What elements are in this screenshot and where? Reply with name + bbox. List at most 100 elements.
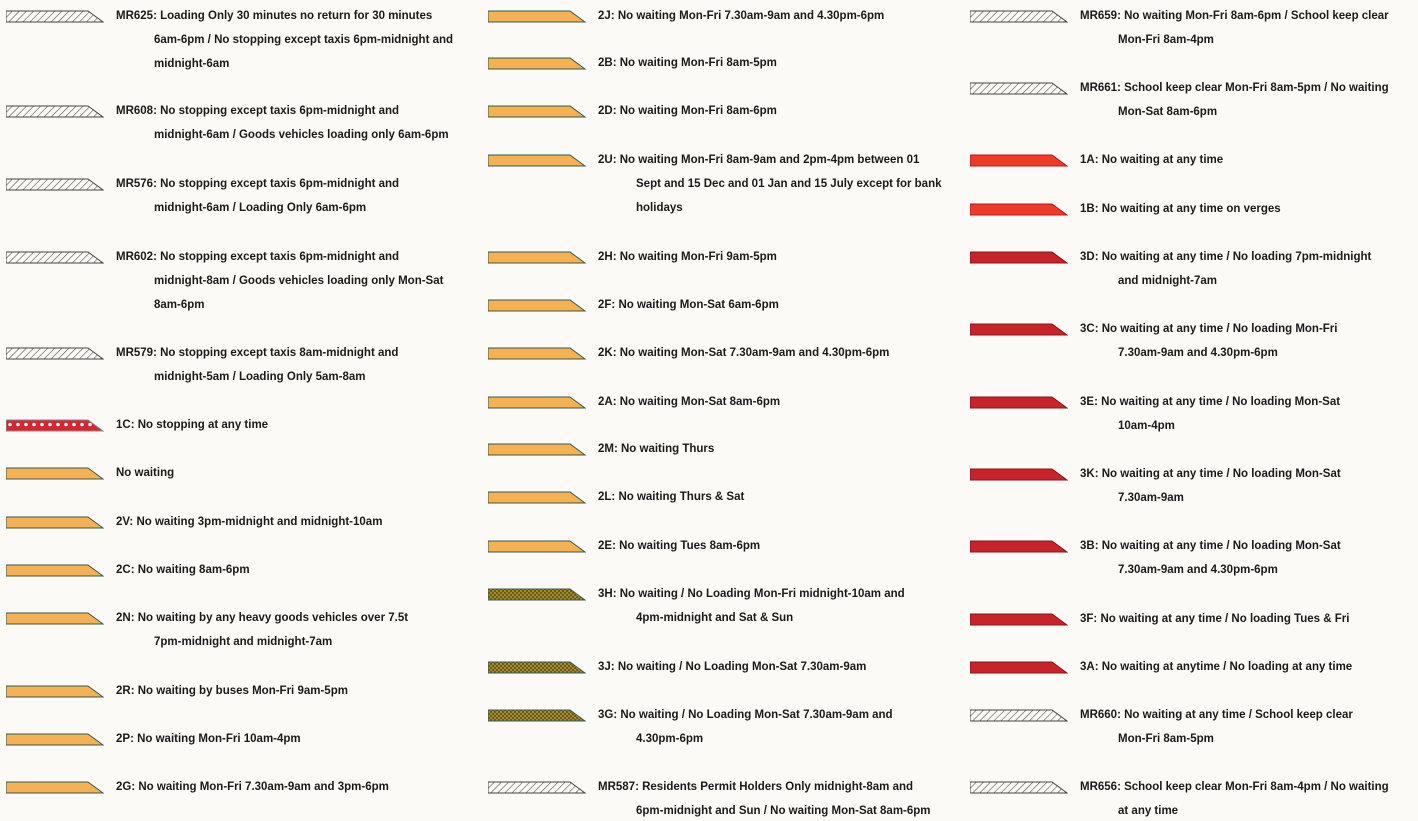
legend-entry-label: 1B: No waiting at any time on verges [1080, 203, 1281, 215]
legend-entry-label-continuation: 4pm-midnight and Sat & Sun [636, 612, 794, 624]
orange-line-swatch-icon [5, 612, 105, 628]
legend-entry-label: 2G: No waiting Mon-Fri 7.30am-9am and 3p… [116, 781, 389, 793]
dark-red-line-swatch-icon [969, 540, 1069, 556]
orange-line-swatch-icon [5, 685, 105, 701]
legend-entry-label-continuation: 7.30am-9am [1118, 492, 1184, 504]
legend-entry-label: MR625: Loading Only 30 minutes no return… [116, 10, 433, 22]
legend-entry-label: 2U: No waiting Mon-Fri 8am-9am and 2pm-4… [598, 154, 920, 166]
hatch-line-swatch-icon [5, 178, 105, 194]
orange-line-swatch-icon [487, 10, 587, 26]
legend-entry-label-continuation: Mon-Sat 8am-6pm [1118, 106, 1218, 118]
legend-entry-label-continuation: midnight-8am / Goods vehicles loading on… [154, 275, 444, 287]
red-line-swatch-icon [969, 154, 1069, 170]
legend-entry-label: 2N: No waiting by any heavy goods vehicl… [116, 612, 409, 624]
legend-entry-label: 2F: No waiting Mon-Sat 6am-6pm [598, 299, 779, 311]
legend-entry-label-continuation: midnight-6am / Goods vehicles loading on… [154, 129, 449, 141]
legend-entry-label-continuation: 6pm-midnight and Sun / No waiting Mon-Sa… [636, 805, 931, 817]
legend-entry-label: MR576: No stopping except taxis 6pm-midn… [116, 178, 400, 190]
legend-entry-label: 2L: No waiting Thurs & Sat [598, 491, 745, 503]
olive-check-line-swatch-icon [487, 588, 587, 604]
legend-entry-label-continuation: midnight-5am / Loading Only 5am-8am [154, 371, 366, 383]
dark-red-line-swatch-icon [969, 661, 1069, 677]
orange-line-swatch-icon [5, 781, 105, 797]
hatch-line-swatch-icon [5, 347, 105, 363]
hatch-line-swatch-icon [5, 10, 105, 26]
legend-entry-label: 3F: No waiting at any time / No loading … [1080, 613, 1350, 625]
orange-line-swatch-icon [487, 105, 587, 121]
legend-entry-label: 3G: No waiting / No Loading Mon-Sat 7.30… [598, 709, 893, 721]
legend-entry-label: 2A: No waiting Mon-Sat 8am-6pm [598, 396, 781, 408]
hatch-line-swatch-icon [969, 10, 1069, 26]
legend-entry-label: 2P: No waiting Mon-Fri 10am-4pm [116, 733, 301, 745]
orange-line-swatch-icon [487, 443, 587, 459]
hatch-line-swatch-icon [5, 105, 105, 121]
legend-entry-label-continuation: 7.30am-9am and 4.30pm-6pm [1118, 347, 1278, 359]
orange-line-swatch-icon [487, 251, 587, 267]
legend-entry-label-continuation: Sept and 15 Dec and 01 Jan and 15 July e… [636, 178, 942, 190]
legend-entry-label: 3A: No waiting at anytime / No loading a… [1080, 661, 1353, 673]
olive-check-line-swatch-icon [487, 661, 587, 677]
legend-entry-label-continuation: 8am-6pm [154, 299, 205, 311]
legend-entry-label: 2R: No waiting by buses Mon-Fri 9am-5pm [116, 685, 348, 697]
dark-red-line-swatch-icon [969, 396, 1069, 412]
legend-entry-label: 3B: No waiting at any time / No loading … [1080, 540, 1341, 552]
orange-line-swatch-icon [487, 299, 587, 315]
legend-entry-label-continuation: at any time [1118, 805, 1179, 817]
orange-line-swatch-icon [487, 491, 587, 507]
legend-entry-label: 3H: No waiting / No Loading Mon-Fri midn… [598, 588, 905, 600]
legend-entry-label: 2D: No waiting Mon-Fri 8am-6pm [598, 105, 777, 117]
legend-entry-label: 2K: No waiting Mon-Sat 7.30am-9am and 4.… [598, 347, 890, 359]
legend-entry-label: 3J: No waiting / No Loading Mon-Sat 7.30… [598, 661, 867, 673]
legend-entry-label-continuation: midnight-6am / Loading Only 6am-6pm [154, 202, 367, 214]
dark-red-line-swatch-icon [969, 468, 1069, 484]
legend-entry-label: MR660: No waiting at any time / School k… [1080, 709, 1353, 721]
legend-entry-label: 2J: No waiting Mon-Fri 7.30am-9am and 4.… [598, 10, 885, 22]
hatch-line-swatch-icon [969, 781, 1069, 797]
legend-entry-label: 2E: No waiting Tues 8am-6pm [598, 540, 761, 552]
olive-check-line-swatch-icon [487, 709, 587, 725]
legend-entry-label-continuation: and midnight-7am [1118, 275, 1218, 287]
legend-entry-label: 3D: No waiting at any time / No loading … [1080, 251, 1372, 263]
orange-line-swatch-icon [5, 564, 105, 580]
orange-line-swatch-icon [487, 154, 587, 170]
legend-entry-label: 2H: No waiting Mon-Fri 9am-5pm [598, 251, 777, 263]
legend-entry-label: 2C: No waiting 8am-6pm [116, 564, 250, 576]
legend-entry-label-continuation: holidays [636, 202, 683, 214]
legend-entry-label: 2V: No waiting 3pm-midnight and midnight… [116, 516, 383, 528]
legend-entry-label: 2B: No waiting Mon-Fri 8am-5pm [598, 57, 777, 69]
legend-entry-label-continuation: 10am-4pm [1118, 420, 1175, 432]
orange-line-swatch-icon [5, 733, 105, 749]
dotted-red-line-swatch-icon [5, 419, 105, 435]
legend-entry-label: MR661: School keep clear Mon-Fri 8am-5pm… [1080, 82, 1389, 94]
orange-line-swatch-icon [487, 396, 587, 412]
legend-entry-label-continuation: 6am-6pm / No stopping except taxis 6pm-m… [154, 34, 454, 46]
orange-line-swatch-icon [487, 347, 587, 363]
dark-red-line-swatch-icon [969, 251, 1069, 267]
legend-entry-label-continuation: 7.30am-9am and 4.30pm-6pm [1118, 564, 1278, 576]
legend-entry-label: No waiting [116, 467, 175, 479]
red-line-swatch-icon [969, 203, 1069, 219]
legend-entry-label-continuation: Mon-Fri 8am-5pm [1118, 733, 1214, 745]
legend-entry-label-continuation: Mon-Fri 8am-4pm [1118, 34, 1214, 46]
legend-entry-label: MR656: School keep clear Mon-Fri 8am-4pm… [1080, 781, 1389, 793]
hatch-line-swatch-icon [969, 82, 1069, 98]
legend-entry-label: 3C: No waiting at any time / No loading … [1080, 323, 1338, 335]
dark-red-line-swatch-icon [969, 613, 1069, 629]
legend-entry-label: MR579: No stopping except taxis 8am-midn… [116, 347, 399, 359]
legend-entry-label-continuation: 7pm-midnight and midnight-7am [154, 636, 333, 648]
orange-line-swatch-icon [5, 467, 105, 483]
hatch-line-swatch-icon [5, 251, 105, 267]
legend-entry-label: MR659: No waiting Mon-Fri 8am-6pm / Scho… [1080, 10, 1389, 22]
hatch-line-swatch-icon [969, 709, 1069, 725]
legend-entry-label-continuation: midnight-6am [154, 58, 230, 70]
legend-entry-label: 2M: No waiting Thurs [598, 443, 715, 455]
orange-line-swatch-icon [5, 516, 105, 532]
orange-line-swatch-icon [487, 540, 587, 556]
legend-entry-label: MR587: Residents Permit Holders Only mid… [598, 781, 914, 793]
legend-entry-label: 1A: No waiting at any time [1080, 154, 1224, 166]
legend-entry-label: 3E: No waiting at any time / No loading … [1080, 396, 1341, 408]
dark-red-line-swatch-icon [969, 323, 1069, 339]
hatch-line-swatch-icon [487, 781, 587, 797]
legend-entry-label: MR608: No stopping except taxis 6pm-midn… [116, 105, 400, 117]
orange-line-swatch-icon [487, 57, 587, 73]
